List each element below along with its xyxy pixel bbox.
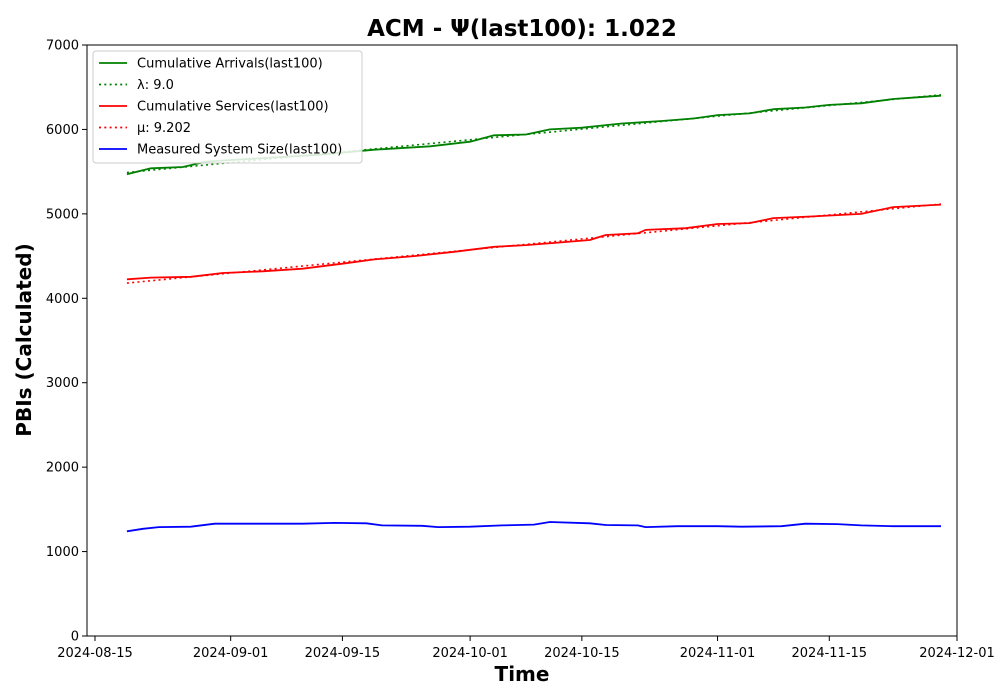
y-tick-label: 3000 [46, 376, 79, 391]
series-line-2 [126, 94, 942, 174]
x-tick-label: 2024-11-15 [792, 646, 868, 661]
x-tick-label: 2024-10-01 [432, 646, 508, 661]
y-axis-title: PBIs (Calculated) [12, 243, 36, 436]
series-line-4 [126, 203, 942, 284]
legend-label: Cumulative Services(last100) [137, 100, 329, 115]
legend-label: Cumulative Arrivals(last100) [137, 57, 323, 72]
y-tick-label: 4000 [46, 292, 79, 307]
y-tick-label: 2000 [46, 461, 79, 476]
series-line-5 [126, 521, 941, 533]
y-tick-label: 6000 [46, 123, 79, 138]
x-tick-label: 2024-12-01 [919, 646, 995, 661]
legend-box [92, 50, 363, 164]
x-tick-label: 2024-11-01 [680, 646, 756, 661]
x-tick-label: 2024-09-01 [193, 646, 269, 661]
x-tick-label: 2024-09-15 [305, 646, 381, 661]
chart-title: ACM - Ψ(last100): 1.022 [367, 16, 677, 42]
y-tick-label: 1000 [46, 545, 79, 560]
legend: Cumulative Arrivals(last100) λ: 9.0 Cumula… [92, 50, 363, 164]
plot-frame [86, 44, 958, 637]
y-tick-label: 7000 [46, 39, 79, 54]
y-tick-label: 0 [71, 630, 79, 645]
x-tick-label: 2024-08-15 [57, 646, 133, 661]
y-tick-label: 5000 [46, 207, 79, 222]
x-tick-label: 2024-10-15 [544, 646, 620, 661]
legend-label: λ: 9.0 [137, 78, 174, 93]
legend-label: μ: 9.202 [137, 121, 191, 136]
series-line-3 [126, 203, 942, 281]
x-axis-title: Time [495, 662, 550, 686]
axis-layer: 0 1000 2000 3000 4000 5000 6000 7000 2024-08-15 2… [46, 39, 995, 662]
legend-label: Measured System Size(last100) [137, 143, 342, 158]
